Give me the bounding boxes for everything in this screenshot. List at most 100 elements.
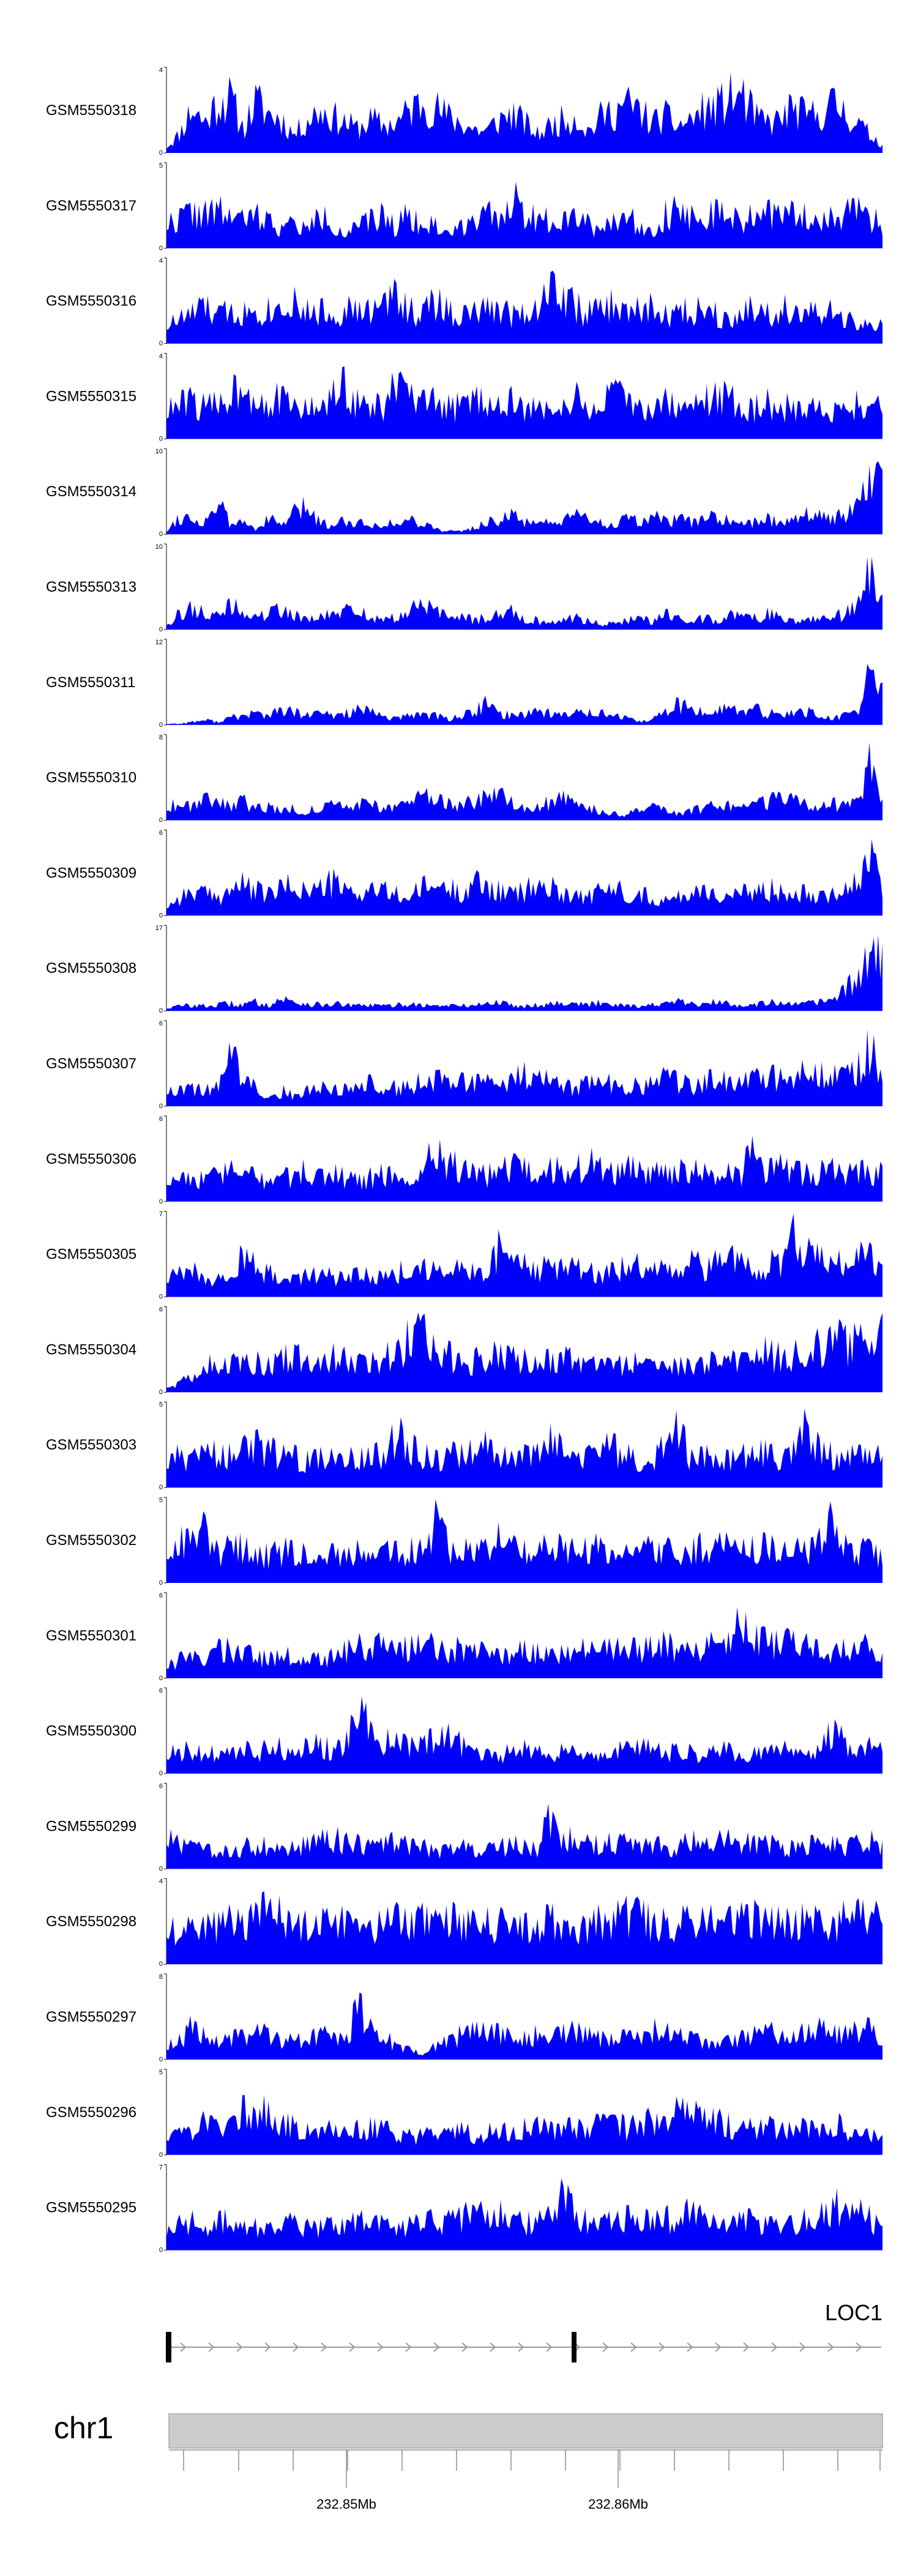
coverage-area [166,1498,883,1583]
track-zero-label: 0 [159,1294,163,1301]
track-label: GSM5550300 [46,1723,136,1740]
track-label: GSM5550309 [46,865,136,881]
track-zero-label: 0 [159,817,163,824]
track-label: GSM5550308 [46,960,136,977]
exon [572,2332,577,2362]
track-GSM5550304: GSM5550304 6 0 [46,1306,883,1396]
coverage-area [166,366,883,439]
track-label: GSM5550305 [46,1246,136,1263]
track-ymax-label: 12 [155,639,163,646]
coverage-area [166,2094,883,2155]
track-GSM5550316: GSM5550316 4 0 [46,258,883,348]
strand-arrow [236,2342,243,2352]
track-zero-label: 0 [159,1007,163,1014]
track-zero-label: 0 [159,721,163,729]
strand-arrow [293,2342,299,2352]
track-zero-label: 0 [159,435,163,442]
track-GSM5550306: GSM5550306 6 0 [46,1115,883,1205]
track-zero-label: 0 [159,245,163,252]
track-label: GSM5550306 [46,1151,136,1167]
track-ymax-label: 6 [159,1592,163,1599]
track-label: GSM5550316 [46,293,136,310]
track-ymax-label: 4 [159,1878,163,1885]
coverage-area [166,663,883,725]
track-ymax-label: 5 [159,2069,163,2076]
exon [166,2332,171,2362]
track-GSM5550298: GSM5550298 4 0 [46,1878,883,1968]
track-GSM5550318: GSM5550318 4 0 [46,67,883,157]
strand-arrow [490,2342,496,2352]
track-ymax-label: 4 [159,258,163,265]
strand-arrow [659,2342,665,2352]
strand-arrow [827,2342,834,2352]
track-GSM5550303: GSM5550303 5 0 [46,1401,883,1491]
track-label: GSM5550304 [46,1341,136,1358]
track-GSM5550307: GSM5550307 6 0 [46,1020,883,1110]
track-label: GSM5550307 [46,1055,136,1072]
strand-arrow [461,2342,468,2352]
track-zero-label: 0 [159,1770,163,1778]
track-zero-label: 0 [159,1579,163,1587]
track-label: GSM5550318 [46,102,136,119]
strand-arrow [856,2342,862,2352]
coverage-area [166,1992,883,2060]
track-ymax-label: 4 [159,352,163,360]
chromosome-label: chr1 [54,2411,113,2445]
track-label: GSM5550295 [46,2200,136,2216]
track-ymax-label: 17 [155,925,163,932]
strand-arrow [743,2342,750,2352]
track-zero-label: 0 [159,1484,163,1491]
strand-arrow [433,2342,440,2352]
track-GSM5550308: GSM5550308 17 0 [46,925,883,1014]
track-GSM5550296: GSM5550296 5 0 [46,2069,883,2159]
track-zero-label: 0 [159,2151,163,2159]
strand-arrow [180,2342,187,2352]
track-GSM5550317: GSM5550317 5 0 [46,162,883,252]
strand-arrow [518,2342,524,2352]
track-GSM5550309: GSM5550309 6 0 [46,829,883,919]
track-GSM5550305: GSM5550305 7 0 [46,1211,883,1301]
gene-model [166,2332,881,2362]
track-GSM5550301: GSM5550301 6 0 [46,1592,883,1682]
track-label: GSM5550303 [46,1437,136,1453]
track-label: GSM5550301 [46,1628,136,1644]
track-ymax-label: 10 [155,448,163,455]
track-zero-label: 0 [159,1388,163,1396]
track-zero-label: 0 [159,340,163,348]
track-label: GSM5550317 [46,198,136,214]
coverage-area [166,1803,883,1869]
strand-arrow [799,2342,806,2352]
track-label: GSM5550296 [46,2104,136,2121]
coverage-area [166,72,883,153]
track-ymax-label: 7 [159,1211,163,1218]
track-GSM5550315: GSM5550315 4 0 [46,352,883,442]
track-ymax-label: 8 [159,734,163,742]
coverage-area [166,556,883,630]
coverage-tracks: GSM555031840GSM555031750GSM555031640GSM5… [46,67,883,2254]
track-zero-label: 0 [159,1198,163,1205]
coverage-area [166,270,883,344]
track-GSM5550299: GSM5550299 6 0 [46,1782,883,1872]
coverage-area [166,1408,883,1488]
strand-arrow [546,2342,553,2352]
track-GSM5550313: GSM5550313 10 0 [46,543,883,633]
track-GSM5550310: GSM5550310 8 0 [46,734,883,824]
track-GSM5550311: GSM5550311 12 0 [46,639,883,729]
ideogram-band [168,2413,883,2449]
track-zero-label: 0 [159,2247,163,2254]
track-label: GSM5550314 [46,483,136,500]
track-ymax-label: 4 [159,67,163,74]
ideogram [168,2413,883,2449]
track-zero-label: 0 [159,1865,163,1872]
strand-arrow [321,2342,327,2352]
track-label: GSM5550302 [46,1532,136,1549]
coverage-area [166,1696,883,1774]
axis-tick-label: 232.86Mb [588,2496,648,2512]
coverage-area [166,742,883,821]
track-GSM5550295: GSM5550295 7 0 [46,2164,883,2254]
track-zero-label: 0 [159,149,163,157]
track-zero-label: 0 [159,1675,163,1682]
track-label: GSM5550311 [46,674,135,691]
track-ymax-label: 6 [159,1782,163,1790]
